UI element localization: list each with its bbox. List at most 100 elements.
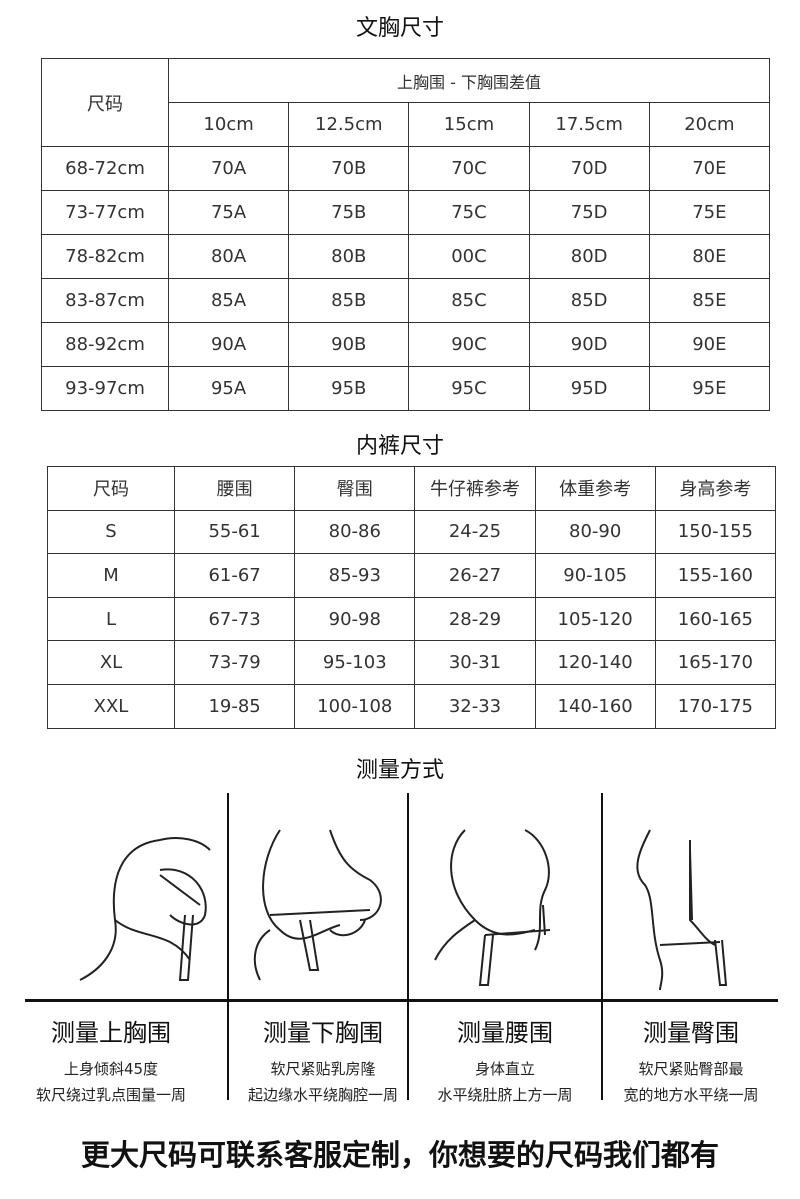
underbust-cell: 73-77cm (41, 190, 169, 235)
table-cell: M (47, 553, 175, 598)
cup-size-cell: 80E (648, 234, 771, 279)
cup-size-cell: 80B (288, 234, 410, 279)
cup-size-cell: 75B (288, 190, 410, 235)
divider (227, 793, 229, 1100)
cup-size-cell: 85A (167, 278, 290, 323)
cup-size-cell: 75E (648, 190, 771, 235)
table-row: 68-72cm 70A 70B 70C 70D 70E (41, 146, 771, 191)
table-cell: 170-175 (654, 683, 777, 729)
footer-note: 更大尺码可联系客服定制，你想要的尺码我们都有 (80, 1138, 719, 1172)
table-row: XXL 19-85 100-108 32-33 140-160 170-175 (47, 683, 777, 729)
cup-size-cell: 95C (408, 366, 530, 411)
column-header: 体重参考 (534, 466, 656, 511)
table-cell: 67-73 (173, 596, 296, 642)
underbust-cell: 93-97cm (41, 366, 169, 411)
table-cell: 160-165 (654, 596, 777, 642)
divider (407, 793, 409, 1100)
cup-size-cell: 75A (167, 190, 290, 235)
table-cell: 120-140 (534, 640, 656, 685)
column-header: 12.5cm (288, 102, 410, 147)
table-cell: 165-170 (654, 640, 777, 685)
table-cell: 80-90 (534, 509, 656, 555)
table-cell: 28-29 (414, 596, 536, 642)
column-header: 17.5cm (528, 102, 650, 147)
cup-size-cell: 70B (288, 146, 410, 191)
table-row: S 55-61 80-86 24-25 80-90 150-155 (47, 509, 777, 555)
underbust-cell: 68-72cm (41, 146, 169, 191)
table-cell: 155-160 (654, 553, 777, 598)
column-header: 身高参考 (654, 466, 777, 511)
cup-size-cell: 95A (167, 366, 290, 411)
measure-label: 测量上胸围 (51, 1019, 171, 1047)
divider (601, 793, 603, 1100)
table-row: 78-82cm 80A 80B 00C 80D 80E (41, 234, 771, 279)
cup-size-cell: 00C (408, 234, 530, 279)
underbust-cell: 78-82cm (41, 234, 169, 279)
table-row: 88-92cm 90A 90B 90C 90D 90E (41, 322, 771, 367)
bra-size-table: 尺码 上胸围 - 下胸围差值 10cm 12.5cm 15cm 17.5cm 20cm … (41, 58, 771, 411)
table-row: XL 73-79 95-103 30-31 120-140 165-170 (47, 640, 777, 685)
size-header: 尺码 (41, 58, 169, 147)
cup-size-cell: 85E (648, 278, 771, 323)
column-header: 腰围 (173, 466, 296, 511)
bra-size-title: 文胸尺寸 (355, 16, 444, 41)
measure-desc: 宽的地方水平绕一周 (623, 1086, 759, 1104)
cup-size-cell: 80D (528, 234, 650, 279)
table-cell: 105-120 (534, 596, 656, 642)
cup-size-cell: 80A (167, 234, 290, 279)
measure-desc: 上身倾斜45度 (63, 1060, 159, 1078)
cup-size-cell: 85D (528, 278, 650, 323)
table-row: 73-77cm 75A 75B 75C 75D 75E (41, 190, 771, 235)
table-cell: 19-85 (173, 683, 296, 729)
measure-desc: 软尺绕过乳点围量一周 (35, 1086, 186, 1104)
table-cell: S (47, 509, 175, 555)
table-cell: 73-79 (173, 640, 296, 685)
measure-upper-bust: 测量上胸围上身倾斜45度软尺绕过乳点围量一周 (16, 1003, 206, 1108)
cup-size-cell: 90D (528, 322, 650, 367)
cup-size-cell: 75C (408, 190, 530, 235)
table-row: L 67-73 90-98 28-29 105-120 160-165 (47, 596, 777, 642)
table-cell: 140-160 (534, 683, 656, 729)
table-cell: 90-98 (294, 596, 416, 642)
waist-illustration (434, 829, 551, 986)
table-cell: 150-155 (654, 509, 777, 555)
measure-desc: 身体直立 (474, 1060, 535, 1078)
cup-size-cell: 90A (167, 322, 290, 367)
column-header: 20cm (648, 102, 771, 147)
cup-size-cell: 95B (288, 366, 410, 411)
cup-size-cell: 90B (288, 322, 410, 367)
cup-size-cell: 95E (648, 366, 771, 411)
table-row: 83-87cm 85A 85B 85C 85D 85E (41, 278, 771, 323)
cup-size-cell: 70A (167, 146, 290, 191)
cup-size-cell: 85C (408, 278, 530, 323)
cup-size-cell: 70E (648, 146, 771, 191)
measure-under-bust: 测量下胸围 软尺紧贴乳房隆 起边缘水平绕胸腔一周 (228, 1003, 418, 1108)
column-header: 臀围 (294, 466, 416, 511)
measure-desc: 软尺紧贴臀部最 (638, 1060, 744, 1078)
hip-illustration (636, 829, 728, 990)
cup-size-cell: 90E (648, 322, 771, 367)
table-row: 93-97cm 95A 95B 95C 95D 95E (41, 366, 771, 411)
underbust-cell: 88-92cm (41, 322, 169, 367)
upper-bust-illustration (79, 837, 211, 981)
table-row: M 61-67 85-93 26-27 90-105 155-160 (47, 553, 777, 598)
cup-size-cell: 85B (288, 278, 410, 323)
table-cell: 85-93 (294, 553, 416, 598)
measure-title: 测量方式 (355, 758, 444, 783)
table-cell: 95-103 (294, 640, 416, 685)
table-cell: 26-27 (414, 553, 536, 598)
cup-size-cell: 90C (408, 322, 530, 367)
divider (25, 999, 778, 1002)
measure-desc: 起边缘水平绕胸腔一周 (247, 1086, 398, 1104)
table-cell: 61-67 (173, 553, 296, 598)
table-cell: 32-33 (414, 683, 536, 729)
table-cell: 90-105 (534, 553, 656, 598)
table-cell: 24-25 (414, 509, 536, 555)
cup-size-cell: 95D (528, 366, 650, 411)
column-header: 15cm (408, 102, 530, 147)
measure-desc: 水平绕肚脐上方一周 (437, 1086, 573, 1104)
table-cell: 55-61 (173, 509, 296, 555)
table-cell: XL (47, 640, 175, 685)
cup-size-cell: 75D (528, 190, 650, 235)
under-bust-illustration (253, 829, 382, 981)
